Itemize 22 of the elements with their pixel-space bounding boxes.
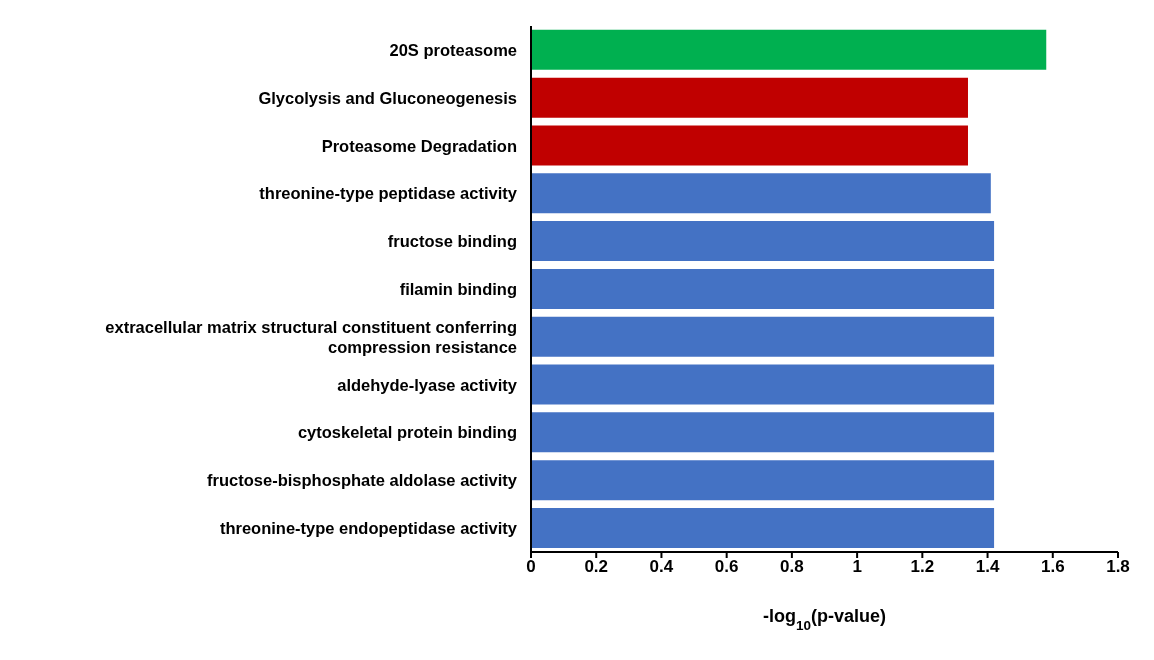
x-tick-label: 1.8 — [1106, 557, 1130, 577]
y-tick-label: cytoskeletal protein binding — [297, 423, 517, 442]
x-tick-label: 0 — [526, 557, 536, 577]
y-tick-label: Proteasome Degradation — [321, 136, 517, 155]
y-tick-label: 20S proteasome — [389, 40, 517, 59]
y-tick-label: fructose binding — [387, 232, 517, 251]
y-tick-label: extracellular matrix structural constituent conferring compression resistance — [105, 317, 517, 356]
x-axis-title: -log$_{10}$(p-value) — [762, 606, 887, 633]
y-tick-label: fructose-bisphosphate aldolase activity — [207, 471, 518, 490]
x-tick-label: 0.4 — [649, 557, 674, 577]
x-tick-label: 0.8 — [780, 557, 804, 577]
x-tick-label: 1.6 — [1040, 557, 1065, 577]
x-tick-label: 0.2 — [584, 557, 609, 577]
x-tick-label: 1.2 — [910, 557, 935, 577]
y-tick-label: threonine-type peptidase activity — [259, 184, 518, 203]
x-tick-label: 1 — [852, 557, 862, 577]
y-tick-label: aldehyde-lyase activity — [337, 375, 518, 394]
x-tick-label: 0.6 — [714, 557, 739, 577]
y-tick-label: Glycolysis and Gluconeogenesis — [258, 88, 517, 107]
x-tick-label: 1.4 — [975, 557, 1000, 577]
y-tick-label: filamin binding — [399, 280, 517, 298]
y-tick-label: threonine-type endopeptidase activity — [219, 519, 518, 538]
